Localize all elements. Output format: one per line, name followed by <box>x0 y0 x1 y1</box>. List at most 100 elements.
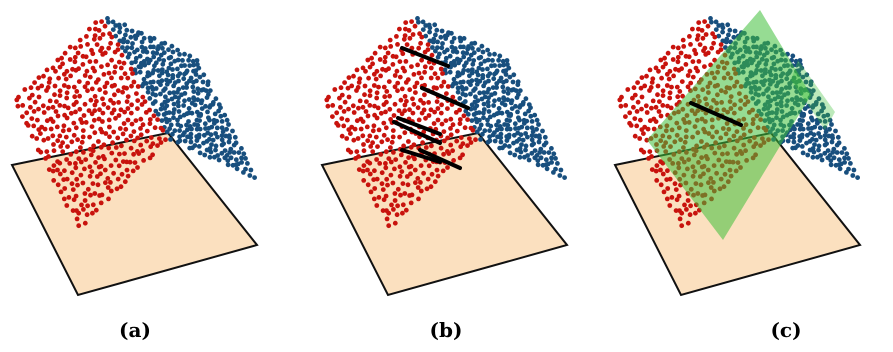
red-point <box>78 38 83 43</box>
red-point <box>405 174 410 179</box>
red-point <box>84 120 89 125</box>
red-point <box>435 99 440 104</box>
blue-point <box>543 135 548 140</box>
blue-point <box>239 160 244 165</box>
red-point <box>340 134 345 139</box>
red-point <box>106 146 111 151</box>
blue-point <box>150 71 155 76</box>
red-point <box>84 34 89 39</box>
blue-point <box>106 20 111 25</box>
red-point <box>410 96 415 101</box>
blue-point <box>239 146 244 151</box>
red-point <box>363 84 368 89</box>
red-point <box>388 44 393 49</box>
red-point <box>46 136 51 141</box>
blue-point <box>435 40 440 45</box>
blue-point <box>151 55 156 60</box>
blue-point <box>177 109 182 114</box>
red-point <box>105 176 110 181</box>
red-point <box>97 28 102 33</box>
blue-point <box>176 87 181 92</box>
red-point <box>671 57 676 62</box>
red-point <box>400 51 405 56</box>
red-point <box>407 28 412 33</box>
red-point <box>411 32 416 37</box>
red-point <box>332 87 337 92</box>
red-point <box>406 139 411 144</box>
blue-point <box>557 173 562 178</box>
blue-point <box>848 161 853 166</box>
blue-point <box>229 155 234 160</box>
blue-point <box>537 136 542 141</box>
red-point <box>69 139 74 144</box>
blue-point <box>470 78 475 83</box>
red-point <box>391 62 396 67</box>
blue-point <box>470 71 475 76</box>
red-point <box>419 189 424 194</box>
red-point <box>103 168 108 173</box>
red-point <box>342 80 347 85</box>
red-point <box>684 207 689 212</box>
red-point <box>377 127 382 132</box>
blue-point <box>130 29 135 34</box>
blue-point <box>721 25 726 30</box>
blue-point <box>810 118 815 123</box>
red-point <box>423 50 428 55</box>
red-point <box>123 127 128 132</box>
red-point <box>381 187 386 192</box>
red-point <box>398 59 403 64</box>
red-point <box>92 69 97 74</box>
blue-point <box>247 173 252 178</box>
red-point <box>126 106 131 111</box>
red-point <box>423 64 428 69</box>
red-point <box>50 133 55 138</box>
red-point <box>47 80 52 85</box>
red-point <box>102 72 107 77</box>
red-point <box>37 95 42 100</box>
blue-point <box>183 139 188 144</box>
blue-point <box>791 135 796 140</box>
blue-point <box>503 103 508 108</box>
blue-point <box>527 158 532 163</box>
blue-point <box>252 175 257 180</box>
red-point <box>455 129 460 134</box>
blue-point <box>511 72 516 77</box>
blue-point <box>160 78 165 83</box>
blue-point <box>472 50 477 55</box>
red-point <box>448 126 453 131</box>
panel-a <box>0 0 290 352</box>
red-point <box>695 69 700 74</box>
blue-point <box>492 52 497 57</box>
red-point <box>20 103 25 108</box>
red-point <box>81 181 86 186</box>
red-point <box>688 69 693 74</box>
blue-point <box>733 29 738 34</box>
red-point <box>33 100 38 105</box>
red-point <box>41 138 46 143</box>
blue-point <box>178 138 183 143</box>
red-point <box>58 172 63 177</box>
red-point <box>155 117 160 122</box>
red-point <box>116 88 121 93</box>
blue-point <box>165 98 170 103</box>
red-point <box>436 106 441 111</box>
blue-point <box>479 123 484 128</box>
blue-point <box>497 97 502 102</box>
blue-point <box>521 102 526 107</box>
red-point <box>398 75 403 80</box>
red-point <box>395 88 400 93</box>
red-point <box>400 211 405 216</box>
red-point <box>380 181 385 186</box>
blue-point <box>243 156 248 161</box>
red-point <box>81 62 86 67</box>
red-point <box>354 88 359 93</box>
blue-point <box>135 48 140 53</box>
red-point <box>458 156 463 161</box>
red-point <box>112 70 117 75</box>
red-point <box>348 150 353 155</box>
blue-point <box>473 86 478 91</box>
red-point <box>351 103 356 108</box>
red-point <box>374 96 379 101</box>
blue-point <box>513 121 518 126</box>
red-point <box>152 113 157 118</box>
